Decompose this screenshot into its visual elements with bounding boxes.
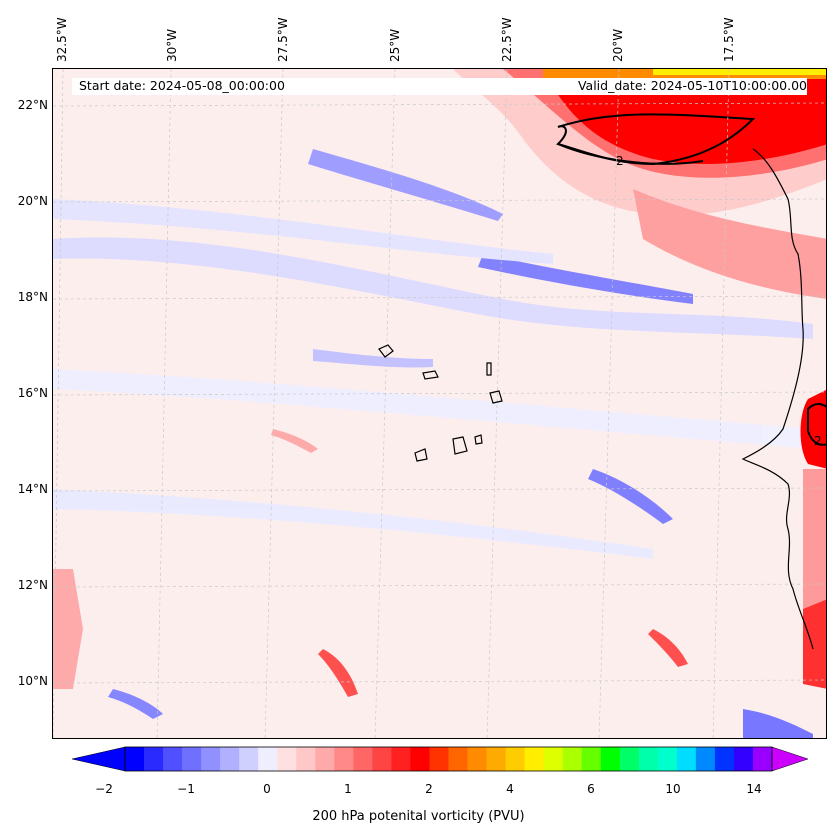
colorbar-cell	[638, 747, 659, 771]
colorbar-cell	[410, 747, 430, 771]
colorbar-under-arrow	[72, 746, 126, 772]
colorbar-cell	[448, 747, 469, 771]
valid-date-label: Valid_date: 2024-05-10T10:00:00.00	[577, 78, 807, 93]
colorbar-label: 200 hPa potenital vorticity (PVU)	[312, 809, 525, 824]
colorbar-tick: −1	[177, 782, 195, 796]
colorbar-cell	[296, 747, 316, 771]
start-date-label: Start date: 2024-05-08_00:00:00	[79, 78, 285, 93]
colorbar-cell	[486, 747, 507, 771]
colorbar-cell	[619, 747, 640, 771]
lat-label: 18°N	[17, 290, 48, 304]
colorbar-cell	[315, 747, 335, 771]
colorbar-cell	[467, 747, 488, 771]
colorbar-cell	[258, 747, 278, 771]
colorbar-cell	[277, 747, 297, 771]
colorbar-cell	[144, 747, 164, 771]
colorbar-cell	[600, 747, 621, 771]
contour-label-2-east: 2	[814, 434, 822, 448]
colorbar-tick: 14	[746, 782, 762, 796]
colorbar-cell	[239, 747, 259, 771]
colorbar-tick: 6	[587, 782, 595, 796]
colorbar-cell	[163, 747, 183, 771]
lat-label: 10°N	[17, 674, 48, 688]
lon-label: 25°W	[388, 28, 402, 62]
lat-label: 12°N	[17, 578, 48, 592]
colorbar-cell	[657, 747, 678, 771]
colorbar-tick: 2	[425, 782, 433, 796]
lat-label: 14°N	[17, 482, 48, 496]
header-background	[72, 78, 807, 95]
colorbar-tick: 10	[665, 782, 681, 796]
colorbar-cell	[429, 747, 449, 771]
colorbar-tick: 4	[506, 782, 514, 796]
contour-2pvu	[556, 113, 826, 446]
colorbar-cell	[714, 747, 735, 771]
pv-field-map: 2 2	[53, 69, 826, 738]
lat-label: 22°N	[17, 98, 48, 112]
colorbar-cell	[353, 747, 373, 771]
islands	[378, 344, 503, 462]
colorbar-cell	[372, 747, 392, 771]
colorbar-cell	[201, 747, 221, 771]
map-panel: 2 2	[52, 68, 827, 739]
colorbar-cell	[505, 747, 526, 771]
colorbar-tick: 1	[344, 782, 352, 796]
colorbar-cell	[752, 747, 773, 771]
colorbar-cell	[334, 747, 354, 771]
colorbar-cell	[524, 747, 545, 771]
colorbar-cell	[581, 747, 602, 771]
coastline	[741, 148, 814, 650]
contour-label-2-north: 2	[616, 154, 624, 168]
colorbar-tick: −2	[95, 782, 113, 796]
lon-label: 20°W	[611, 28, 625, 62]
negative-pv-bands	[53, 149, 813, 738]
lon-label: 30°W	[165, 28, 179, 62]
lon-label: 17.5°W	[722, 17, 736, 62]
colorbar-cell	[182, 747, 202, 771]
colorbar-cell	[695, 747, 716, 771]
colorbar-cell	[543, 747, 564, 771]
lon-label: 27.5°W	[276, 17, 290, 62]
colorbar-cell	[733, 747, 754, 771]
colorbar-over-arrow	[771, 746, 808, 772]
colorbar-cell	[125, 747, 145, 771]
colorbar-cell	[220, 747, 240, 771]
colorbar-tick: 0	[263, 782, 271, 796]
colorbar	[72, 746, 808, 772]
colorbar-cell	[676, 747, 697, 771]
lon-label: 22.5°W	[500, 17, 514, 62]
lat-label: 20°N	[17, 194, 48, 208]
colorbar-cell	[391, 747, 411, 771]
lat-label: 16°N	[17, 386, 48, 400]
colorbar-cells	[125, 747, 773, 771]
graticule	[53, 69, 826, 738]
colorbar-outline	[124, 746, 773, 772]
lon-label: 32.5°W	[55, 17, 69, 62]
colorbar-cell	[562, 747, 583, 771]
